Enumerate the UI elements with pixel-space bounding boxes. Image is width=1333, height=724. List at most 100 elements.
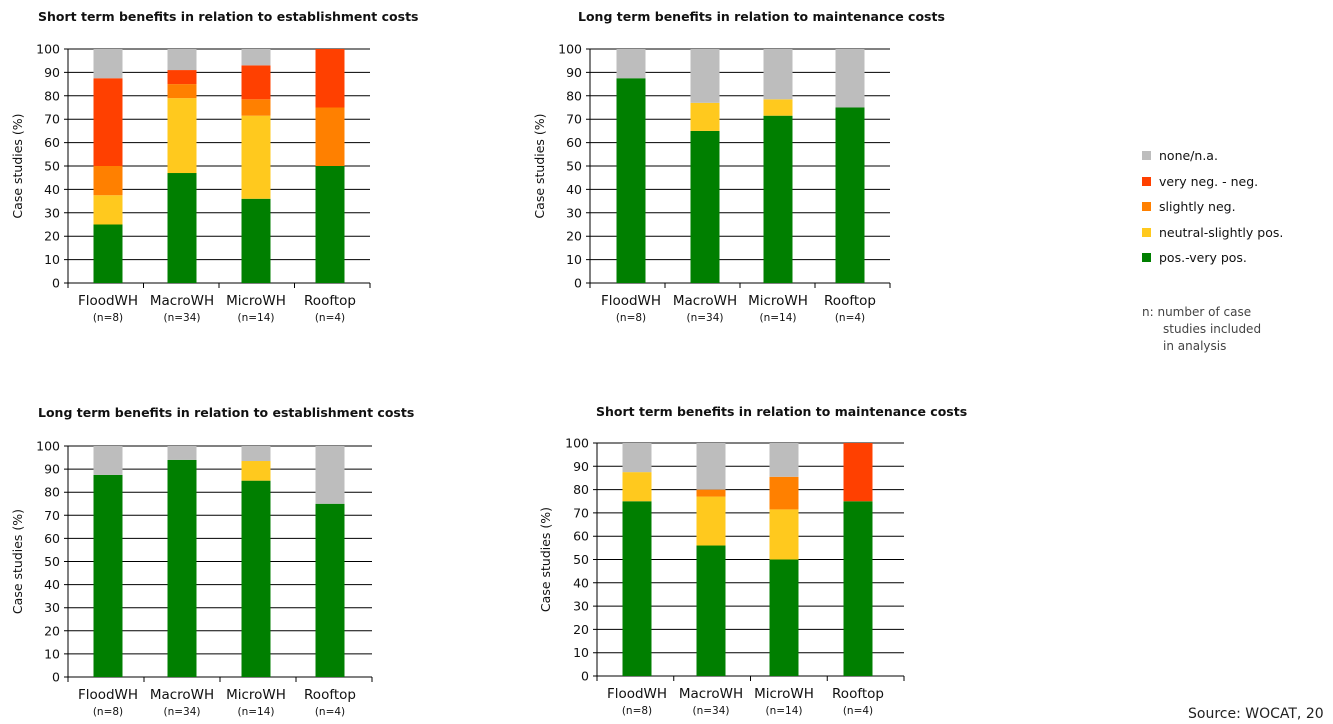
legend-swatch-neutral-slightly-pos [1142,227,1151,237]
x-category-label: MacroWH [673,293,737,309]
x-category-label: MacroWH [679,686,743,702]
y-tick-label: 10 [44,252,60,267]
legend-label-neutral-slightly-pos: neutral-slightly pos. [1159,224,1284,240]
chart-title: Short term benefits in relation to estab… [38,9,419,24]
x-category-label: MacroWH [150,293,214,309]
bar-segment-rooftop-pos-very-pos [843,501,873,676]
bar-segment-floodwh-pos-very-pos [622,501,652,676]
y-axis-label: Case studies (%) [532,113,547,218]
y-tick-label: 30 [44,205,60,220]
x-sample-size-label: (n=4) [835,312,865,324]
bar-segment-floodwh-pos-very-pos [93,224,123,283]
x-category-label: FloodWH [78,293,138,309]
y-tick-label: 40 [573,575,589,590]
source-credit: Source: WOCAT, 20 [1188,706,1324,722]
y-tick-label: 60 [44,135,60,150]
note-line-3: in analysis [1163,339,1227,353]
legend: none/n.a. very neg. - neg. slightly neg.… [1142,143,1283,271]
note-line-1: n: number of case [1142,305,1252,319]
x-category-label: MicroWH [748,293,808,309]
x-sample-size-label: (n=14) [237,312,274,324]
x-category-label: FloodWH [601,293,661,309]
y-tick-label: 100 [565,436,589,451]
bar-segment-macrowh-neutral-slightly-pos [696,496,726,546]
y-tick-label: 40 [44,577,60,592]
y-tick-label: 70 [573,505,589,520]
y-tick-label: 30 [44,600,60,615]
bar-segment-rooftop-very-neg [843,443,873,502]
x-sample-size-label: (n=4) [843,705,873,717]
x-category-label: MicroWH [226,293,286,309]
bar-segment-microwh-none-na [769,443,799,477]
x-category-label: MacroWH [150,687,214,703]
legend-item-none-na: none/n.a. [1142,143,1283,169]
legend-label-pos-very-pos: pos.-very pos. [1159,250,1247,266]
bar-segment-rooftop-none-na [835,49,865,108]
bar-segment-floodwh-none-na [622,443,652,473]
bar-segment-microwh-neutral-slightly-pos [241,461,271,481]
x-sample-size-label: (n=8) [622,705,652,717]
y-tick-label: 60 [573,529,589,544]
bar-segment-floodwh-pos-very-pos [93,474,123,677]
y-tick-label: 90 [44,65,60,80]
x-sample-size-label: (n=34) [163,312,200,324]
bar-segment-macrowh-none-na [690,49,720,103]
bar-segment-macrowh-slightly-neg [167,84,197,99]
x-category-label: Rooftop [304,687,356,703]
bar-segment-microwh-none-na [763,49,793,100]
legend-label-slightly-neg: slightly neg. [1159,199,1236,215]
bar-segment-microwh-pos-very-pos [241,198,271,283]
legend-swatch-none-na [1142,151,1151,161]
y-tick-label: 70 [566,112,582,127]
y-tick-label: 40 [44,182,60,197]
bar-segment-microwh-neutral-slightly-pos [241,115,271,199]
x-sample-size-label: (n=4) [315,706,345,718]
x-category-label: Rooftop [832,686,884,702]
y-tick-label: 50 [44,554,60,569]
bar-segment-macrowh-none-na [167,446,197,460]
bar-segment-macrowh-neutral-slightly-pos [167,98,197,174]
y-axis-label: Case studies (%) [538,507,553,612]
y-tick-label: 0 [574,276,582,291]
y-tick-label: 80 [44,88,60,103]
y-axis-label: Case studies (%) [10,509,25,614]
y-tick-label: 100 [36,439,60,454]
y-tick-label: 20 [566,229,582,244]
y-tick-label: 100 [558,42,582,57]
bar-segment-macrowh-very-neg [167,70,197,85]
y-tick-label: 30 [573,599,589,614]
chart-panel-2: Long term benefits in relation to mainte… [532,9,945,324]
y-tick-label: 70 [44,508,60,523]
bar-segment-microwh-slightly-neg [769,476,799,510]
y-tick-label: 10 [44,646,60,661]
x-category-label: FloodWH [607,686,667,702]
bar-segment-floodwh-none-na [93,446,123,475]
y-tick-label: 80 [573,482,589,497]
y-tick-label: 70 [44,112,60,127]
x-sample-size-label: (n=34) [692,705,729,717]
x-sample-size-label: (n=34) [163,706,200,718]
x-category-label: MicroWH [754,686,814,702]
y-tick-label: 90 [44,462,60,477]
bar-segment-microwh-none-na [241,446,271,462]
chart-title: Long term benefits in relation to establ… [38,405,414,420]
bar-segment-floodwh-neutral-slightly-pos [622,472,652,502]
chart-panel-4: Short term benefits in relation to maint… [538,404,967,717]
y-tick-label: 90 [566,65,582,80]
bar-segment-floodwh-none-na [93,49,123,79]
bar-segment-macrowh-pos-very-pos [167,173,197,283]
y-tick-label: 10 [566,252,582,267]
bar-segment-rooftop-none-na [315,446,345,504]
y-tick-label: 50 [44,159,60,174]
y-tick-label: 20 [44,229,60,244]
y-tick-label: 80 [44,485,60,500]
y-tick-label: 0 [52,276,60,291]
bar-segment-rooftop-pos-very-pos [835,107,865,283]
legend-item-pos-very-pos: pos.-very pos. [1142,245,1283,271]
x-sample-size-label: (n=14) [237,706,274,718]
legend-item-neutral-slightly-pos: neutral-slightly pos. [1142,220,1283,246]
bar-segment-rooftop-very-neg [315,49,345,108]
x-sample-size-label: (n=14) [759,312,796,324]
y-tick-label: 20 [573,622,589,637]
